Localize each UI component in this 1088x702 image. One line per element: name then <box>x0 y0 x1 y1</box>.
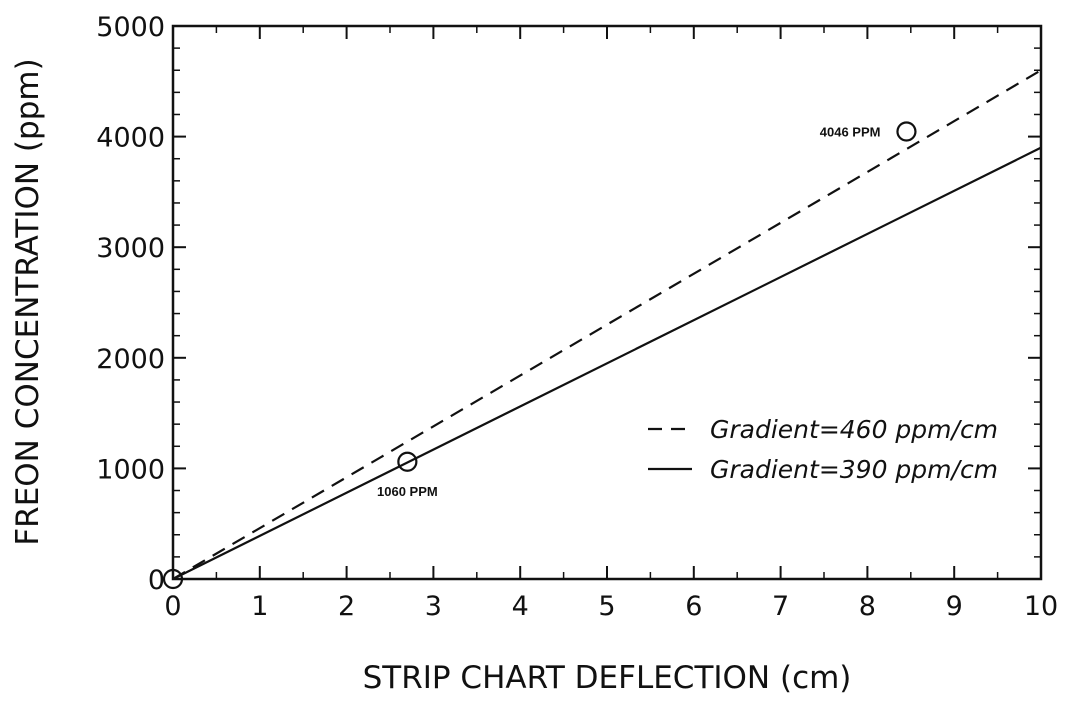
data-point-marker <box>896 121 917 142</box>
y-tick-label: 0 <box>148 565 165 596</box>
y-tick-label: 2000 <box>96 344 165 375</box>
series-lines <box>172 69 1042 580</box>
x-tick-label: 10 <box>1024 591 1058 622</box>
x-tick-label: 0 <box>164 591 181 622</box>
y-tick-label: 1000 <box>96 454 165 485</box>
x-axis-title: STRIP CHART DEFLECTION (cm) <box>363 660 852 696</box>
legend-label-1: Gradient=390 ppm/cm <box>710 455 998 484</box>
y-tick-label: 3000 <box>96 233 165 264</box>
series-line-0 <box>172 69 1042 580</box>
x-tick-label: 8 <box>859 591 876 622</box>
x-tick-label: 5 <box>598 591 615 622</box>
x-tick-label: 1 <box>251 591 268 622</box>
series-line-1 <box>172 146 1042 580</box>
point-annotation: 1060 PPM <box>377 484 438 499</box>
x-tick-label: 7 <box>772 591 789 622</box>
x-tick-label: 3 <box>425 591 442 622</box>
y-tick-label: 4000 <box>96 123 165 154</box>
y-axis-title: FREON CONCENTRATION (ppm) <box>10 58 46 545</box>
point-annotation: 4046 PPM <box>820 125 881 140</box>
x-tick-label: 4 <box>512 591 529 622</box>
data-points: 1060 PPM 4046 PPM <box>162 121 917 590</box>
legend: Gradient=460 ppm/cm Gradient=390 ppm/cm <box>648 415 998 484</box>
y-tick-label: 5000 <box>96 12 165 43</box>
legend-label-0: Gradient=460 ppm/cm <box>710 415 998 444</box>
x-tick-label: 9 <box>946 591 963 622</box>
tick-labels: 0 1 2 3 4 5 6 7 8 9 10 0 1000 2000 3000 4000 5000 <box>96 12 1058 622</box>
axis-ticks <box>172 25 1042 580</box>
x-tick-label: 6 <box>685 591 702 622</box>
x-tick-label: 2 <box>338 591 355 622</box>
plot-frame <box>171 24 1043 581</box>
data-point-marker <box>162 568 184 590</box>
data-point-marker <box>397 451 418 472</box>
